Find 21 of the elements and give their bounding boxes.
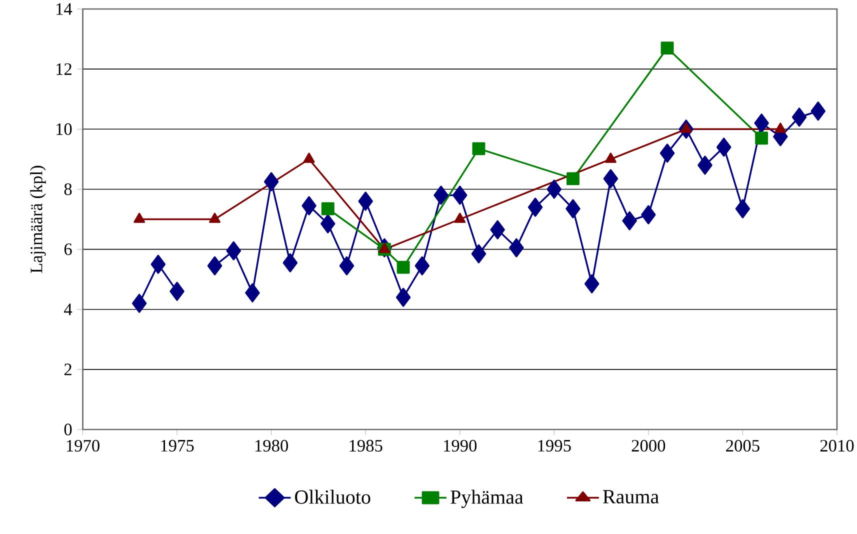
x-tick-label: 1980: [255, 440, 288, 452]
x-tick-label: 1970: [66, 440, 100, 452]
y-tick-label: 12: [56, 64, 72, 76]
y-tick-label: 14: [56, 3, 72, 15]
y-axis-title: Lajimäärä (kpl): [30, 166, 46, 274]
x-tick-label: 1990: [444, 440, 477, 452]
y-tick-label: 6: [64, 244, 72, 256]
x-tick-label: 2000: [632, 440, 666, 452]
legend-label: Pyhämaa: [450, 490, 524, 508]
y-tick-label: 8: [64, 184, 72, 196]
x-tick-label: 2010: [820, 440, 854, 452]
x-tick-label: 2005: [726, 440, 760, 452]
y-tick-label: 10: [56, 123, 72, 136]
x-tick-label: 1975: [161, 440, 194, 452]
y-tick-label: 0: [64, 424, 72, 436]
x-tick-label: 1985: [350, 440, 382, 452]
y-tick-label: 2: [64, 364, 72, 376]
x-tick-label: 1995: [538, 440, 571, 452]
legend-label: Olkiluoto: [295, 490, 370, 504]
legend-label: Rauma: [603, 490, 659, 504]
y-tick-label: 4: [64, 304, 72, 316]
